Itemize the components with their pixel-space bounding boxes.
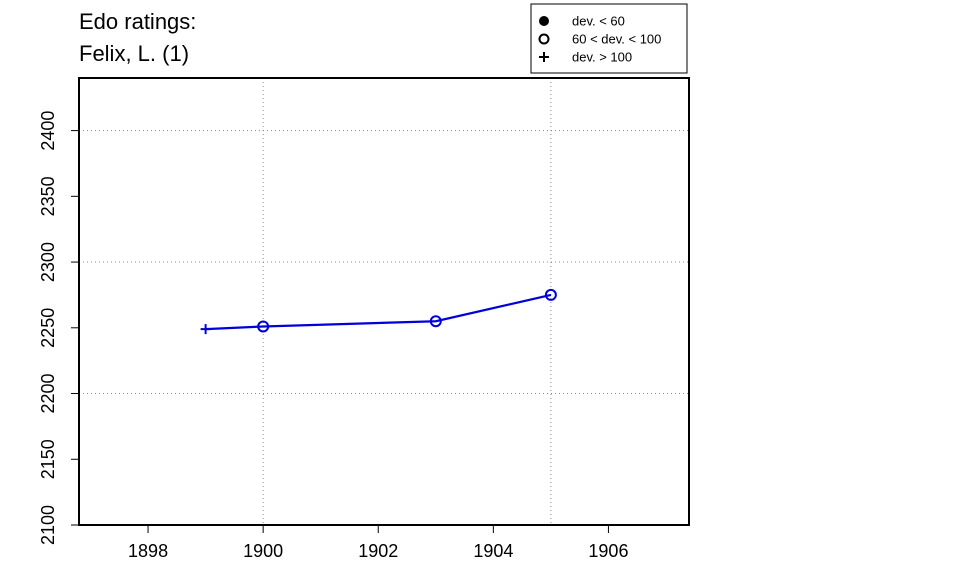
y-tick-label: 2200 [38, 374, 58, 414]
legend: dev. < 60 60 < dev. < 100 dev. > 100 [530, 3, 688, 74]
legend-marker-plus [539, 52, 549, 62]
y-axis: 2100 2150 2200 2250 2300 2350 2400 [38, 111, 79, 545]
y-tick-label: 2150 [38, 439, 58, 479]
y-tick-label: 2400 [38, 111, 58, 151]
y-tick-label: 2350 [38, 176, 58, 216]
plot-frame [78, 77, 690, 526]
x-tick-label: 1904 [473, 541, 513, 561]
series-line-0 [205, 293, 552, 331]
legend-label: dev. > 100 [572, 50, 632, 65]
data-point-1903 [429, 315, 442, 328]
x-axis: 1898 1900 1902 1904 1906 [128, 525, 628, 561]
legend-marker-open-circle [538, 33, 550, 45]
x-tick-label: 1902 [358, 541, 398, 561]
y-tick-label: 2250 [38, 308, 58, 348]
chart-title-line-2: Felix, L. (1) [79, 41, 189, 66]
x-tick-label: 1898 [128, 541, 168, 561]
legend-box [530, 3, 688, 74]
chart-title-line-1: Edo ratings: [79, 9, 196, 34]
legend-label: 60 < dev. < 100 [572, 32, 661, 47]
series-layer [200, 288, 557, 335]
y-tick-label: 2300 [38, 242, 58, 282]
legend-label: dev. < 60 [572, 14, 625, 29]
data-point-1905 [544, 288, 557, 301]
data-point-1900 [257, 320, 270, 333]
grid-lines [79, 78, 689, 525]
y-tick-label: 2100 [38, 505, 58, 545]
x-tick-label: 1900 [243, 541, 283, 561]
legend-marker-filled-circle [539, 16, 549, 26]
x-tick-label: 1906 [588, 541, 628, 561]
data-point-1899 [200, 324, 211, 335]
